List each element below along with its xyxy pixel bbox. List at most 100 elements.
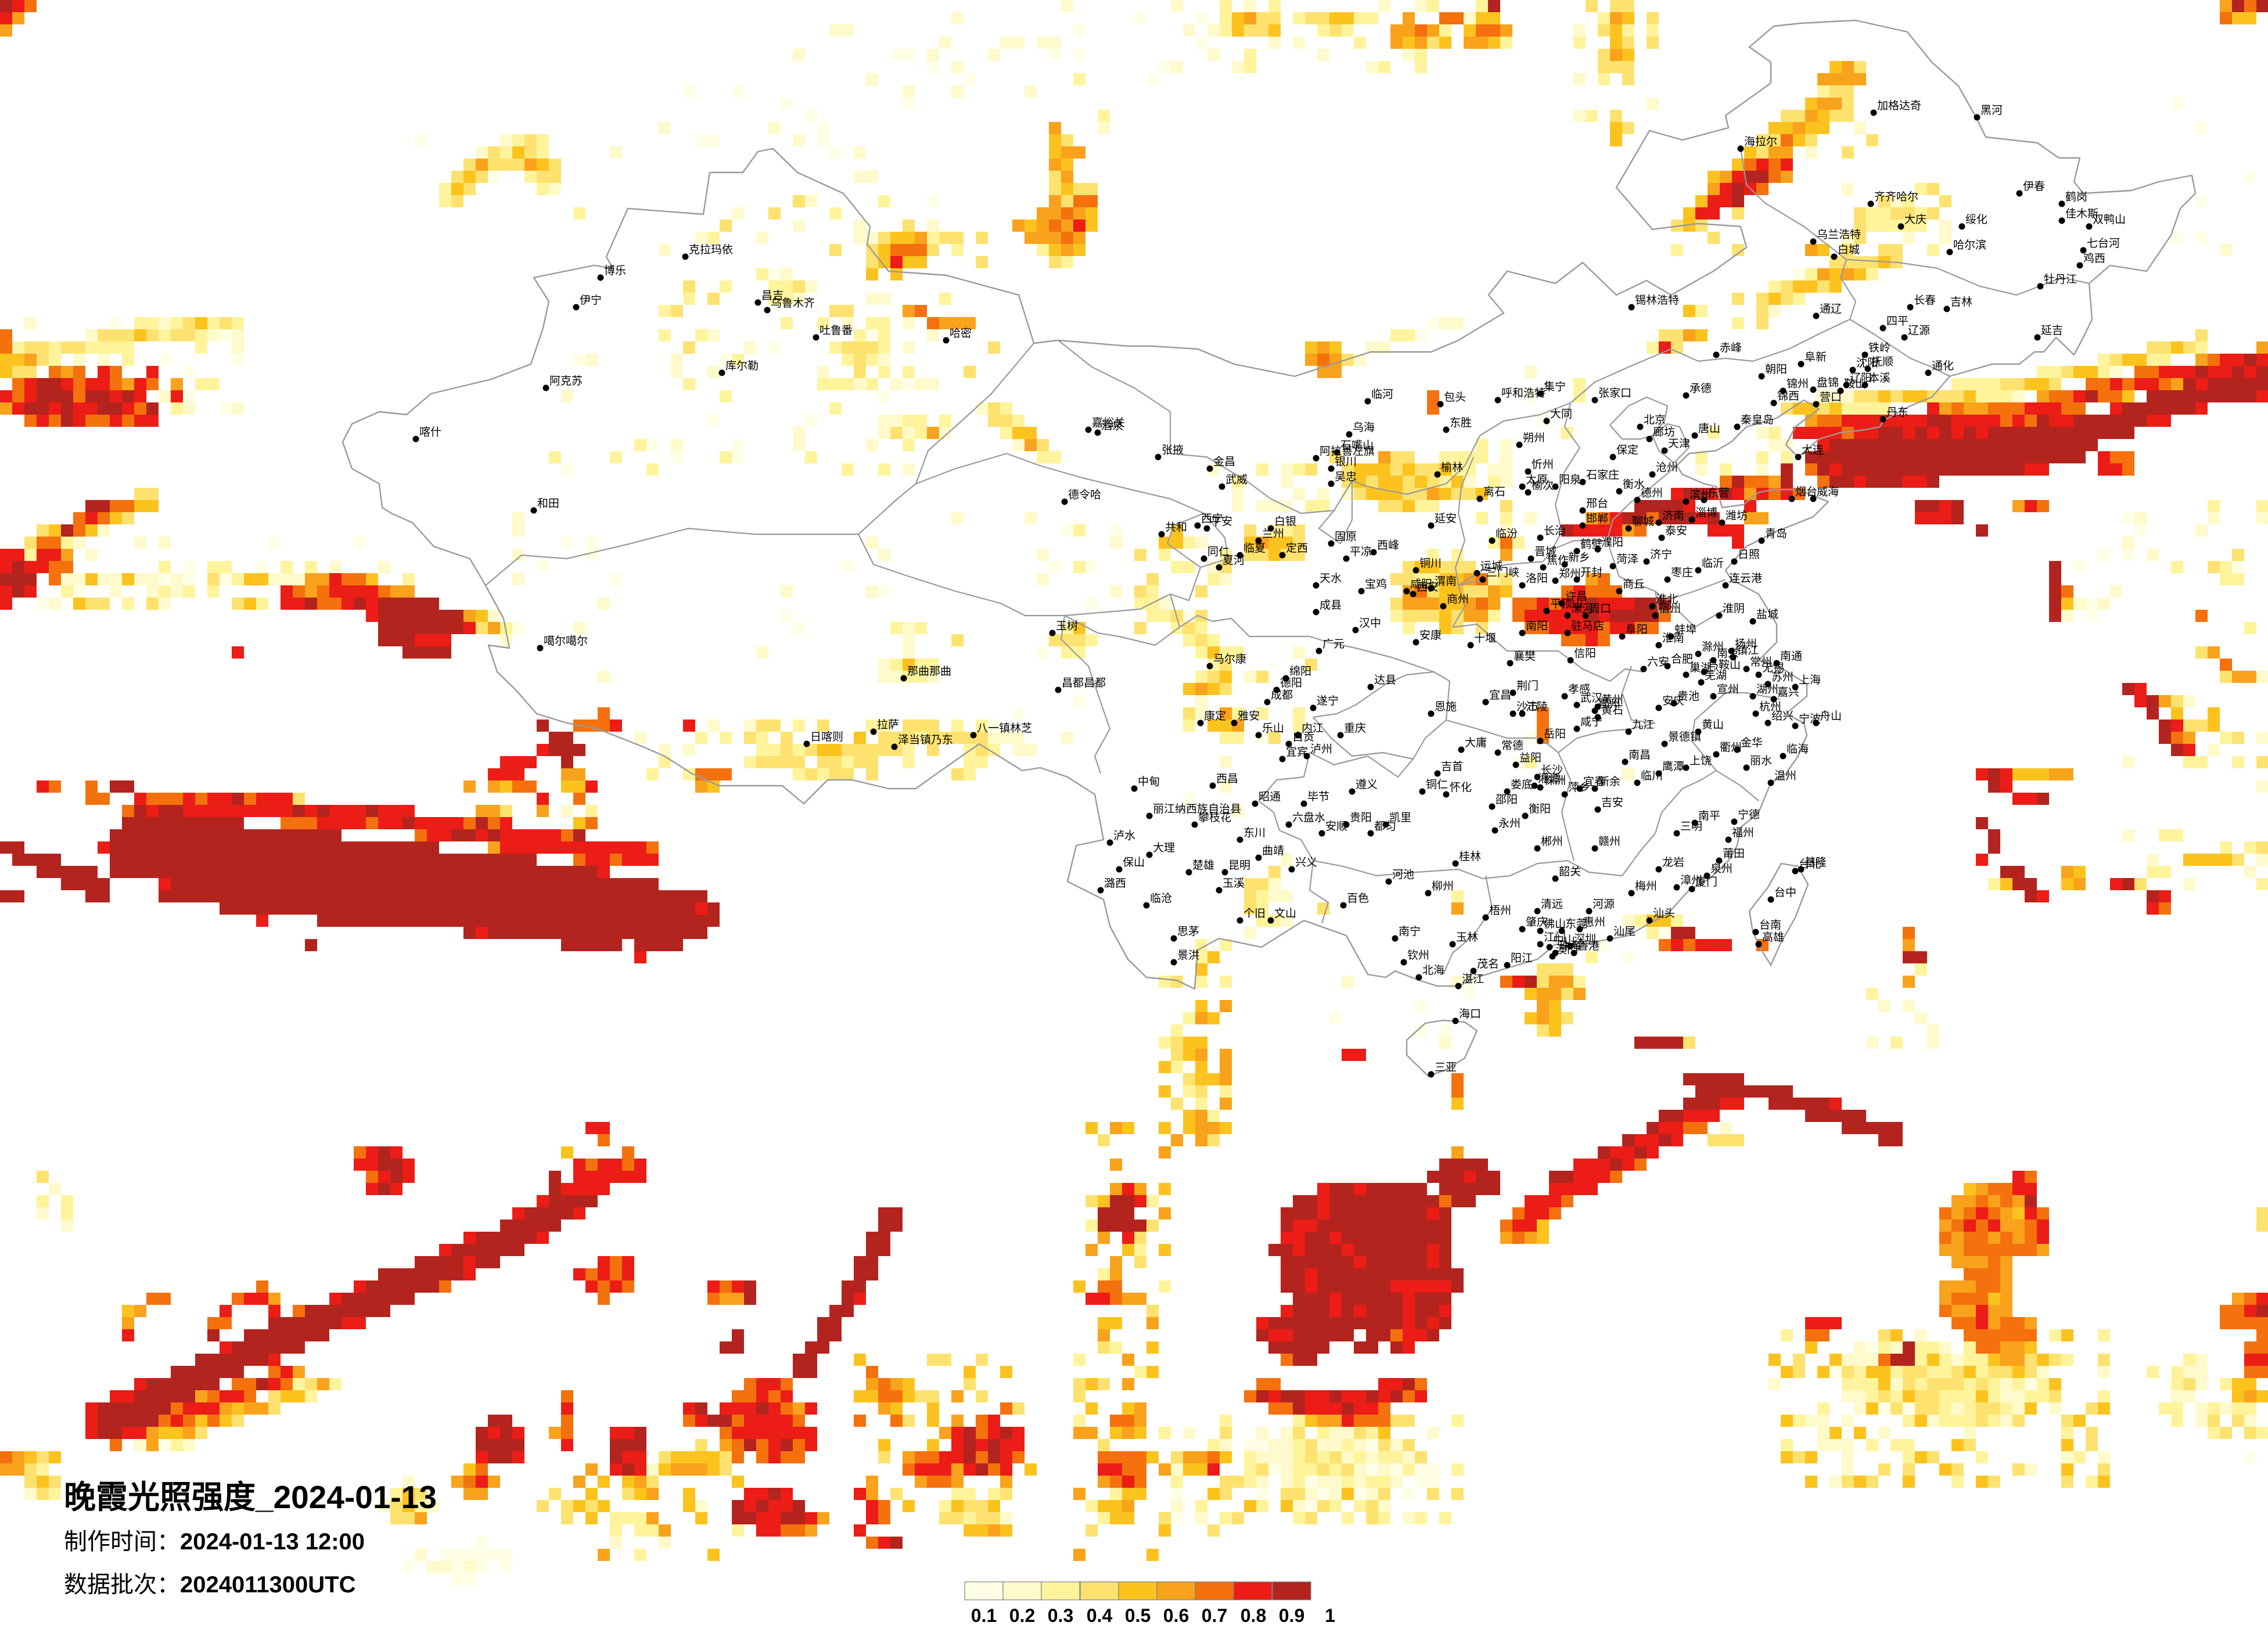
svg-text:鸡西: 鸡西	[2083, 252, 2105, 265]
svg-text:北京: 北京	[1644, 413, 1666, 426]
svg-text:夏河: 夏河	[1223, 554, 1245, 567]
svg-text:成县: 成县	[1320, 599, 1342, 611]
svg-text:同仁: 同仁	[1207, 545, 1230, 558]
svg-text:聊城: 聊城	[1632, 515, 1654, 528]
svg-text:伊宁: 伊宁	[580, 294, 602, 307]
svg-text:玉林: 玉林	[1456, 931, 1478, 944]
svg-text:晋城: 晋城	[1534, 545, 1557, 558]
svg-text:长春: 长春	[1914, 294, 1936, 307]
svg-text:济宁: 济宁	[1650, 548, 1672, 561]
svg-text:临川: 临川	[1641, 769, 1663, 782]
svg-text:0.7: 0.7	[1202, 1605, 1227, 1626]
svg-text:泰安: 泰安	[1665, 524, 1687, 537]
svg-text:深圳: 深圳	[1574, 933, 1596, 945]
svg-text:石嘴山: 石嘴山	[1340, 439, 1374, 452]
svg-text:镇江: 镇江	[1737, 644, 1759, 657]
svg-text:萍乡: 萍乡	[1568, 781, 1590, 794]
svg-text:阳泉: 阳泉	[1559, 473, 1581, 486]
svg-text:蚌埠: 蚌埠	[1674, 623, 1696, 636]
svg-text:日照: 日照	[1738, 549, 1760, 561]
svg-text:福州: 福州	[1732, 826, 1754, 839]
svg-text:个旧: 个旧	[1243, 907, 1266, 920]
svg-text:博乐: 博乐	[604, 264, 626, 277]
svg-text:喀什: 喀什	[419, 426, 441, 438]
svg-text:盘锦: 盘锦	[1817, 376, 1839, 389]
svg-text:黄石: 黄石	[1601, 704, 1623, 717]
svg-text:怀化: 怀化	[1450, 781, 1472, 794]
svg-text:驻马店: 驻马店	[1571, 620, 1604, 632]
svg-text:淄博: 淄博	[1695, 506, 1717, 519]
svg-text:包头: 包头	[1444, 391, 1466, 404]
svg-text:恩施: 恩施	[1435, 700, 1457, 713]
svg-text:孝感: 孝感	[1568, 683, 1590, 696]
svg-text:茂名: 茂名	[1477, 958, 1499, 970]
svg-text:菏泽: 菏泽	[1616, 553, 1638, 566]
svg-text:烟台: 烟台	[1795, 485, 1817, 498]
svg-text:南平: 南平	[1698, 810, 1720, 822]
svg-text:阿克苏: 阿克苏	[549, 375, 583, 387]
svg-text:临河: 临河	[1371, 388, 1393, 401]
svg-text:曲靖: 曲靖	[1262, 844, 1284, 857]
svg-text:0.9: 0.9	[1279, 1605, 1304, 1626]
svg-text:绵阳: 绵阳	[1289, 665, 1311, 678]
svg-text:0.3: 0.3	[1048, 1605, 1073, 1626]
svg-text:景洪: 景洪	[1177, 949, 1199, 962]
svg-text:三亚: 三亚	[1435, 1062, 1457, 1074]
svg-text:常州: 常州	[1750, 656, 1772, 668]
svg-text:双鸭山: 双鸭山	[2093, 213, 2126, 226]
svg-text:0.8: 0.8	[1241, 1605, 1266, 1626]
svg-text:0.2: 0.2	[1009, 1605, 1035, 1626]
svg-text:大理: 大理	[1153, 841, 1175, 854]
svg-text:0.5: 0.5	[1125, 1605, 1151, 1626]
svg-text:商州: 商州	[1447, 593, 1469, 606]
svg-text:沈阳: 沈阳	[1856, 357, 1878, 369]
svg-text:阜阳: 阜阳	[1626, 623, 1648, 636]
svg-text:0.1: 0.1	[971, 1605, 997, 1626]
svg-text:济南: 济南	[1662, 509, 1684, 522]
svg-text:丽江纳西族自治县: 丽江纳西族自治县	[1153, 803, 1241, 815]
svg-text:遂宁: 遂宁	[1317, 695, 1339, 707]
svg-text:临沧: 临沧	[1150, 892, 1172, 905]
svg-text:鹰潭: 鹰潭	[1662, 760, 1684, 773]
svg-text:齐齐哈尔: 齐齐哈尔	[1874, 190, 1918, 203]
svg-text:洛阳: 洛阳	[1526, 572, 1548, 585]
svg-text:呼和浩特: 呼和浩特	[1501, 387, 1545, 400]
svg-text:咸阳: 咸阳	[1410, 578, 1432, 591]
svg-text:昌吉: 昌吉	[761, 289, 783, 302]
svg-text:白银: 白银	[1274, 515, 1296, 528]
svg-text:周口: 周口	[1589, 603, 1611, 615]
svg-text:鄂州: 鄂州	[1598, 697, 1620, 710]
svg-text:渭南: 渭南	[1435, 575, 1457, 588]
svg-text:黄山: 黄山	[1702, 718, 1724, 731]
svg-text:新乡: 新乡	[1568, 551, 1590, 564]
svg-text:汕尾: 汕尾	[1613, 925, 1636, 938]
svg-text:共和: 共和	[1165, 521, 1187, 534]
svg-text:马尔康: 马尔康	[1213, 653, 1246, 665]
svg-text:南宁: 南宁	[1399, 925, 1421, 938]
svg-text:锡林浩特: 锡林浩特	[1635, 294, 1679, 307]
svg-text:延安: 延安	[1435, 512, 1457, 525]
svg-text:上饶: 上饶	[1690, 754, 1712, 767]
svg-text:0.6: 0.6	[1163, 1605, 1189, 1626]
svg-text:青岛: 青岛	[1765, 527, 1787, 540]
svg-text:大庸: 大庸	[1465, 736, 1487, 749]
svg-text:河池: 河池	[1392, 868, 1414, 881]
svg-text:湘潭: 湘潭	[1538, 772, 1560, 785]
svg-text:清远: 清远	[1541, 898, 1563, 911]
svg-text:嘉峪关: 嘉峪关	[1092, 416, 1125, 429]
svg-text:合肥: 合肥	[1671, 653, 1693, 665]
svg-text:沧州: 沧州	[1656, 461, 1678, 474]
svg-text:北海: 北海	[1422, 964, 1444, 977]
svg-text:邢台: 邢台	[1586, 497, 1608, 510]
svg-text:玉树: 玉树	[1056, 620, 1078, 632]
svg-text:惠州: 惠州	[1583, 916, 1605, 929]
svg-text:十堰: 十堰	[1474, 632, 1496, 645]
svg-text:中甸: 中甸	[1138, 775, 1160, 788]
svg-text:宜春: 宜春	[1583, 775, 1605, 788]
svg-text:铁岭: 铁岭	[1868, 341, 1890, 354]
svg-text:本溪: 本溪	[1868, 372, 1890, 384]
svg-text:汉中: 汉中	[1359, 617, 1381, 629]
svg-text:威海: 威海	[1817, 485, 1839, 498]
svg-text:芜湖: 芜湖	[1705, 669, 1727, 682]
svg-text:赤峰: 赤峰	[1720, 341, 1742, 354]
